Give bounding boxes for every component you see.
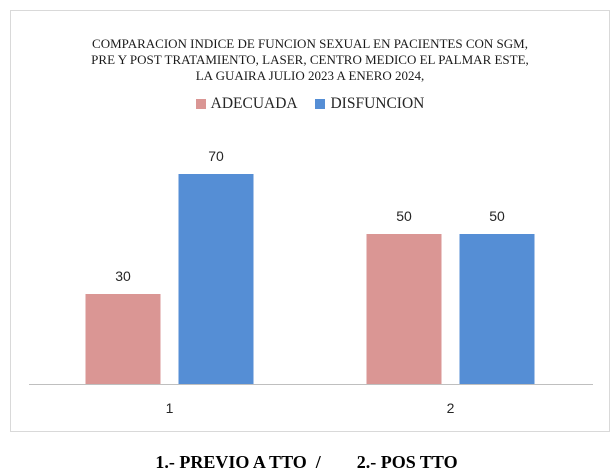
legend-item-adecuada: ADECUADA [195,95,298,113]
bar-disfuncion-1 [178,174,254,384]
legend-label-disfuncion: DISFUNCION [330,95,425,112]
data-label-adecuada-2: 50 [396,208,412,224]
data-label-adecuada-1: 30 [115,268,131,284]
legend-swatch-disfuncion [315,99,326,109]
chart-caption: 1.- PREVIO A TTO / 2.- POS TTO [155,452,458,472]
bar-adecuada-1 [85,294,161,384]
x-tick-label-1: 1 [166,400,174,416]
legend-item-disfuncion: DISFUNCION [315,95,424,113]
data-label-disfuncion-1: 70 [208,148,224,164]
chart-title: COMPARACION INDICE DE FUNCION SEXUAL EN … [11,36,609,84]
chart-legend: ADECUADA DISFUNCION [11,95,609,114]
chart-title-line-3: LA GUAIRA JULIO 2023 A ENERO 2024, [195,68,425,83]
data-label-disfuncion-2: 50 [489,208,505,224]
legend-label-adecuada: ADECUADA [210,95,298,112]
legend-swatch-adecuada [195,99,206,109]
chart-title-line-1: COMPARACION INDICE DE FUNCION SEXUAL EN … [92,36,528,51]
x-tick-label-2: 2 [447,400,455,416]
bar-disfuncion-2 [459,234,535,384]
chart-title-line-2: PRE Y POST TRATAMIENTO, LASER, CENTRO ME… [91,52,529,67]
bar-plot: 30 70 1 50 50 2 [29,148,593,416]
bar-adecuada-2 [366,234,442,384]
